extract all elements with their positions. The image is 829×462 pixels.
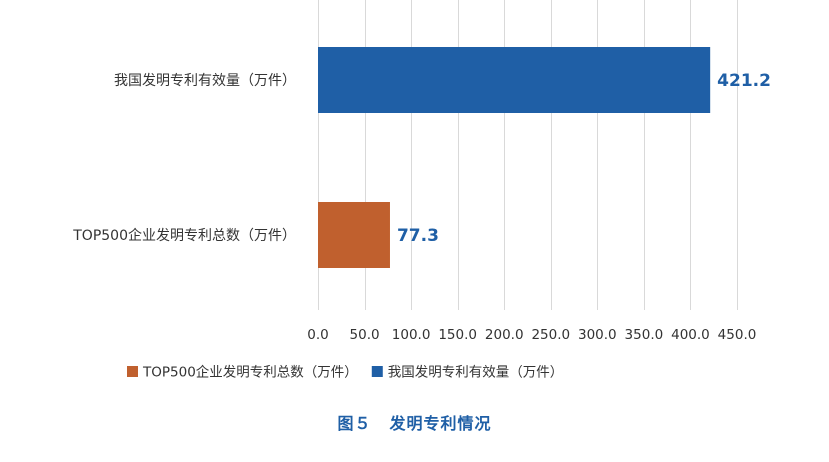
bars: [318, 47, 711, 268]
tick-label: 200.0: [485, 327, 524, 343]
category-label: 我国发明专利有效量（万件）: [114, 73, 296, 89]
tick-label: 150.0: [438, 327, 477, 343]
figure-number: 图５: [337, 414, 372, 433]
tick-label: 0.0: [307, 327, 328, 343]
legend-label: TOP500企业发明专利总数（万件）: [142, 364, 358, 381]
legend-swatch: [127, 366, 138, 377]
x-axis-tick-labels: 0.0 50.0 100.0 150.0 200.0 250.0 300.0 350.0 400…: [307, 327, 756, 343]
data-label: 77.3: [397, 226, 439, 246]
tick-label: 250.0: [531, 327, 570, 343]
figure-title: 发明专利情况: [389, 414, 492, 433]
tick-label: 50.0: [350, 327, 380, 343]
tick-label: 350.0: [625, 327, 664, 343]
tick-label: 450.0: [718, 327, 757, 343]
tick-label: 100.0: [392, 327, 431, 343]
category-label: TOP500企业发明专利总数（万件）: [72, 227, 296, 244]
legend-label: 我国发明专利有效量（万件）: [388, 365, 564, 381]
tick-label: 300.0: [578, 327, 617, 343]
legend: TOP500企业发明专利总数（万件） 我国发明专利有效量（万件）: [127, 364, 563, 381]
tick-label: 400.0: [671, 327, 710, 343]
bar: [318, 47, 711, 113]
figure-caption: 图５ 发明专利情况: [0, 410, 829, 434]
category-labels: 我国发明专利有效量（万件） TOP500企业发明专利总数（万件）: [72, 73, 296, 244]
data-labels: 77.3 421.2: [397, 71, 771, 246]
data-label: 421.2: [717, 71, 771, 91]
bar: [318, 202, 390, 268]
legend-swatch: [371, 366, 383, 377]
